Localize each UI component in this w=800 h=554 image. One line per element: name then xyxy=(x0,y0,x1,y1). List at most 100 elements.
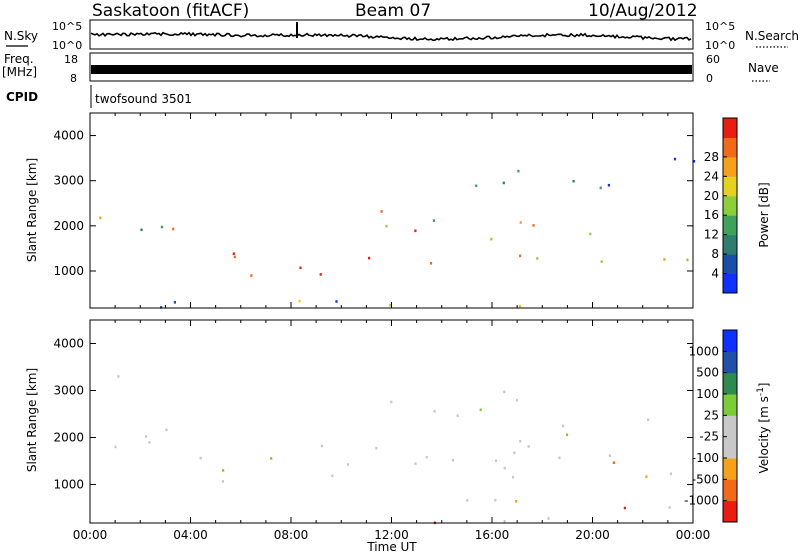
heatmap-cell xyxy=(669,472,672,476)
heatmap-cell xyxy=(518,304,522,308)
nsearch-label: N.Search xyxy=(745,29,799,43)
velocity-panel: 1000 2000 3000 4000 00:00 04:00 08:00 12:00 16:… xyxy=(25,319,710,542)
beam-title: Beam 07 xyxy=(355,1,431,21)
colorbar-tick-label: -500 xyxy=(692,472,719,486)
heatmap-cell xyxy=(532,224,535,227)
heatmap-cell xyxy=(686,258,689,262)
power-ylabel: Slant Range [km] xyxy=(25,158,39,262)
colorbar-tick-label: -1000 xyxy=(684,494,719,508)
colorbar-segment xyxy=(723,156,737,177)
nsearch-tick-top: 10^5 xyxy=(705,20,735,33)
colorbar-segment xyxy=(723,254,737,275)
heatmap-cell xyxy=(390,400,393,404)
heatmap-cell xyxy=(668,506,671,509)
heatmap-cell xyxy=(451,458,454,462)
nsky-trace xyxy=(90,31,692,42)
heatmap-cell xyxy=(140,228,143,232)
heatmap-cell xyxy=(114,445,117,449)
date-title: 10/Aug/2012 xyxy=(588,1,698,21)
noise-panel-frame xyxy=(89,19,694,50)
heatmap-cell xyxy=(572,179,575,183)
heatmap-cell xyxy=(607,183,610,187)
heatmap-cell xyxy=(663,258,666,261)
colorbar-tick-label: 24 xyxy=(704,169,719,183)
freq-label: Freq. xyxy=(4,52,34,66)
y-tick-label: 4000 xyxy=(53,129,84,143)
heatmap-cell xyxy=(479,408,482,412)
freq-unit: [MHz] xyxy=(2,65,37,79)
heatmap-cell xyxy=(331,474,334,478)
time-xlabel: Time UT xyxy=(366,540,417,554)
power-colorbar-label: Power [dB] xyxy=(757,182,771,247)
x-tick-label: 04:00 xyxy=(173,528,208,542)
x-tick-label: 12:00 xyxy=(374,528,409,542)
colorbar-tick-label: 28 xyxy=(704,150,719,164)
nave-tick-bottom: 0 xyxy=(706,72,713,85)
heatmap-cell xyxy=(320,444,323,448)
heatmap-cell xyxy=(389,304,392,307)
colorbar-frame xyxy=(722,117,738,294)
heatmap-cell xyxy=(645,475,648,478)
heatmap-cell xyxy=(589,232,592,236)
power-heatmap xyxy=(99,157,696,309)
heatmap-cell xyxy=(494,459,498,462)
colorbar-tick-label: 25 xyxy=(704,408,719,422)
y-tick-label: 2000 xyxy=(53,430,84,444)
heatmap-cell xyxy=(160,225,163,229)
heatmap-cell xyxy=(432,219,436,222)
colorbar-segment xyxy=(723,137,737,158)
colorbar-segment xyxy=(723,176,737,197)
colorbar-frame xyxy=(722,329,738,523)
heatmap-cell xyxy=(503,390,506,394)
nsky-tick-bottom: 10^0 xyxy=(52,39,82,52)
heatmap-cell xyxy=(515,500,518,503)
heatmap-cell xyxy=(380,210,383,213)
colorbar-tick-label: 1000 xyxy=(688,344,719,358)
y-tick-label: 1000 xyxy=(53,264,84,278)
colorbar-tick-label: 500 xyxy=(696,366,719,380)
colorbar-segment xyxy=(723,330,737,352)
heatmap-cell xyxy=(232,252,235,255)
cpid-label: CPID xyxy=(6,90,38,104)
heatmap-cell xyxy=(233,255,236,259)
colorbar-segment xyxy=(723,234,737,255)
heatmap-cell xyxy=(117,375,120,378)
colorbar-segment xyxy=(723,372,737,395)
heatmap-cell xyxy=(673,157,677,161)
heatmap-cell xyxy=(375,446,378,450)
x-tick-label: 16:00 xyxy=(475,528,510,542)
y-tick-label: 3000 xyxy=(53,174,84,188)
heatmap-cell xyxy=(160,306,163,309)
heatmap-cell xyxy=(429,262,433,265)
x-tick-label: 08:00 xyxy=(274,528,309,542)
heatmap-cell xyxy=(536,257,539,260)
y-tick-label: 2000 xyxy=(53,219,84,233)
heatmap-cell xyxy=(99,216,102,220)
heatmap-cell xyxy=(558,456,561,460)
power-y-axis: 1000 2000 3000 4000 xyxy=(53,129,693,278)
heatmap-cell xyxy=(173,301,176,304)
heatmap-cell xyxy=(222,469,225,472)
colorbar-segment xyxy=(723,273,737,294)
nave-label: Nave xyxy=(748,61,779,75)
heatmap-cell xyxy=(172,227,175,231)
heatmap-cell xyxy=(519,439,522,443)
power-x-ticks xyxy=(89,113,694,308)
heatmap-cell xyxy=(385,224,388,228)
velocity-x-axis: 00:00 04:00 08:00 12:00 16:00 20:00 00:00 xyxy=(73,320,710,542)
heatmap-cell xyxy=(502,181,505,185)
heatmap-cell xyxy=(456,414,459,417)
heatmap-cell xyxy=(519,254,522,258)
colorbar-segment xyxy=(723,195,737,216)
heatmap-cell xyxy=(562,424,565,428)
colorbar-segment xyxy=(723,394,737,416)
heatmap-cell xyxy=(515,398,518,402)
colorbar-segment xyxy=(723,215,737,236)
colorbar-tick-label: 16 xyxy=(704,208,719,222)
heatmap-cell xyxy=(490,237,493,241)
colorbar-segment xyxy=(723,479,737,502)
colorbar-segment xyxy=(723,500,737,523)
x-tick-label: 00:00 xyxy=(73,528,108,542)
nsky-label: N.Sky xyxy=(4,29,38,43)
